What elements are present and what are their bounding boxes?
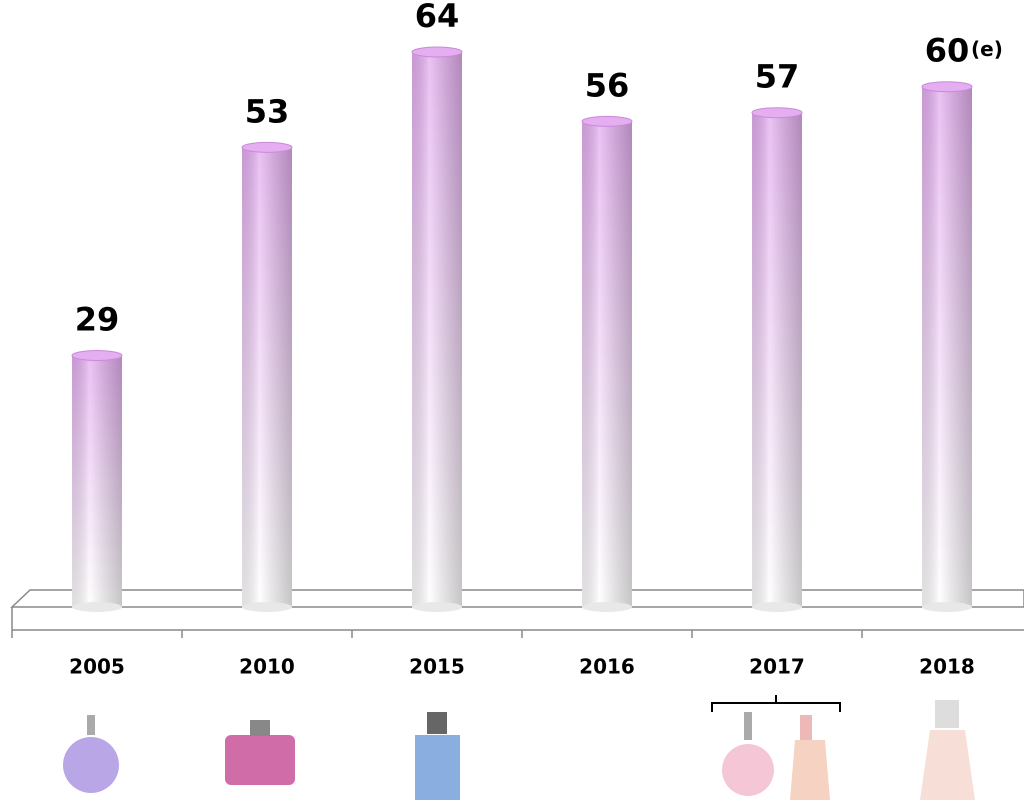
floor — [10, 589, 1024, 631]
products — [63, 695, 975, 800]
bar-bottom — [412, 602, 462, 612]
bar-bottom — [922, 602, 972, 612]
data-label: 57 — [755, 58, 800, 96]
data-label: 64 — [415, 0, 460, 35]
bar — [581, 115, 633, 612]
annotation: (e) — [971, 37, 1003, 61]
bar-shade — [752, 112, 802, 607]
bar-shade — [582, 121, 632, 607]
x-tick-label: 2016 — [579, 655, 635, 679]
bar-bottom — [752, 602, 802, 612]
data-label: 56 — [585, 66, 630, 104]
x-tick-label: 2017 — [749, 655, 805, 679]
bar-cap — [921, 81, 973, 93]
bar-shade — [72, 355, 122, 607]
data-label: 29 — [75, 301, 120, 339]
x-tick-label: 2015 — [409, 655, 465, 679]
bar-shade — [242, 147, 292, 607]
bar-shade — [412, 52, 462, 607]
bar-cap — [411, 46, 463, 58]
bar-bottom — [582, 602, 632, 612]
x-tick-label: 2010 — [239, 655, 295, 679]
x-tick-label: 2018 — [919, 655, 975, 679]
bar-bottom — [242, 602, 292, 612]
data-label: 60 — [925, 32, 970, 70]
data-label: 53 — [245, 92, 290, 130]
bars — [71, 46, 973, 612]
bar — [921, 81, 973, 612]
bar — [241, 141, 293, 612]
bar-cap — [241, 141, 293, 153]
bar-cap — [751, 107, 803, 119]
x-tick-label: 2005 — [69, 655, 125, 679]
bar — [411, 46, 463, 612]
bar-shade — [922, 86, 972, 607]
bar-cap — [581, 115, 633, 127]
bar — [751, 107, 803, 612]
bar — [71, 350, 123, 612]
bar-cap — [71, 350, 123, 362]
bar-bottom — [72, 602, 122, 612]
